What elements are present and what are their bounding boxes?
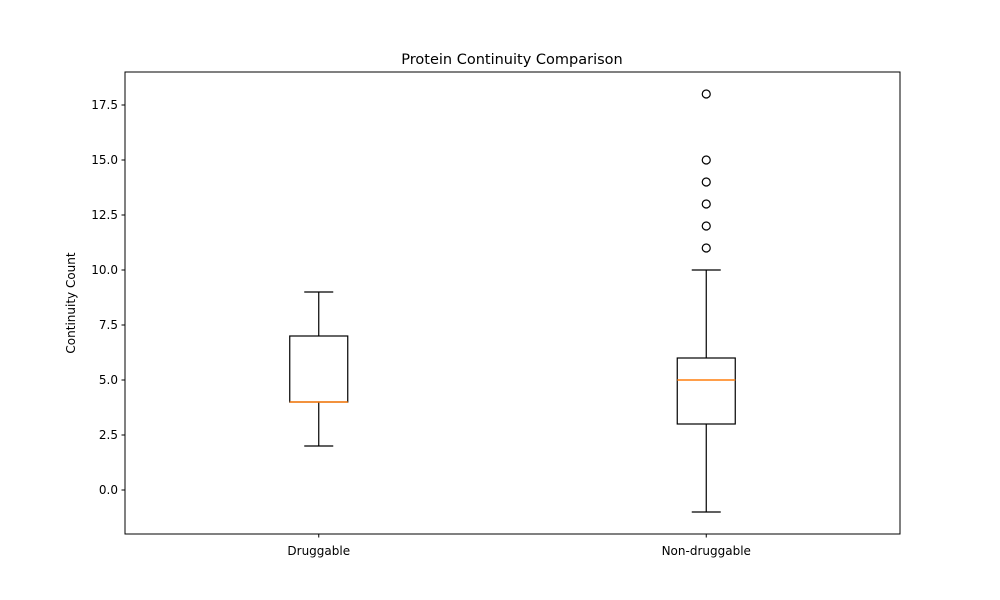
y-axis: 0.0 2.5 5.0 7.5 10.0 12.5 15.0 17.5 [91,98,125,497]
y-tick-label: 12.5 [91,208,118,222]
y-tick-label: 5.0 [99,373,118,387]
chart-title: Protein Continuity Comparison [401,52,622,68]
outlier-point [701,199,711,209]
x-tick-label: Druggable [287,544,350,558]
outlier-point [701,155,711,165]
box-druggable [289,291,349,447]
y-tick-label: 10.0 [91,263,118,277]
outlier-point [701,243,711,253]
outlier-point [701,221,711,231]
interquartile-box [676,357,736,425]
plot-frame [124,71,901,535]
outlier-point [701,177,711,187]
y-axis-label: Continuity Count [64,252,78,353]
x-axis: Druggable Non-druggable [287,534,751,558]
y-tick-label: 2.5 [99,428,118,442]
y-tick-label: 0.0 [99,483,118,497]
y-tick-label: 15.0 [91,153,118,167]
outlier-point [701,89,711,99]
y-tick-label: 7.5 [99,318,118,332]
x-tick-label: Non-druggable [662,544,751,558]
y-tick-label: 17.5 [91,98,118,112]
box-series [289,89,736,513]
box-non-druggable [676,89,736,513]
